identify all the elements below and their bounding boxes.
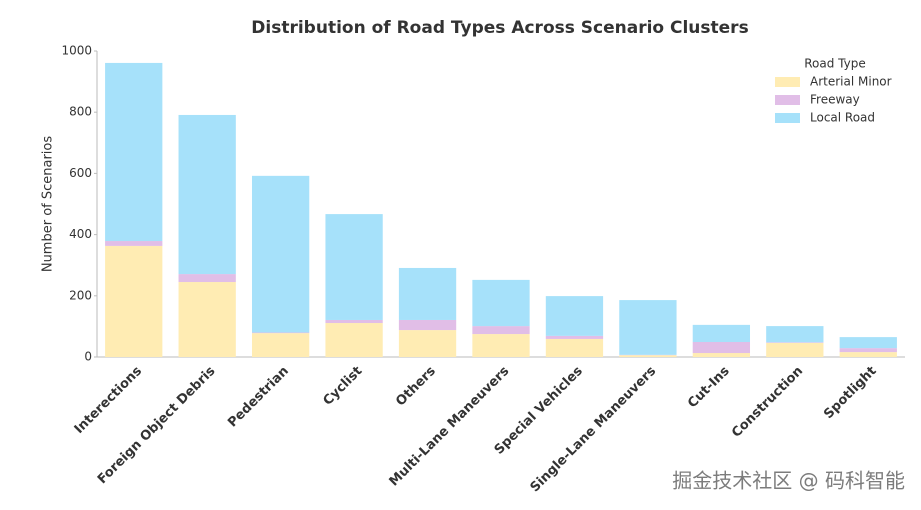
chart-title: Distribution of Road Types Across Scenar… — [251, 18, 748, 38]
bar-segment — [105, 245, 163, 357]
bar-segment — [545, 338, 604, 357]
bar-segment — [398, 319, 457, 331]
bar-segment — [692, 342, 751, 354]
x-tick-label: Multi-Lane Maneuvers — [387, 364, 513, 490]
x-tick-label: Cut-Ins — [685, 364, 733, 412]
bar-segment — [545, 296, 604, 336]
bar-segment — [839, 352, 897, 357]
bar-segment — [398, 330, 457, 357]
bar-segment — [619, 300, 677, 355]
bar-segment — [472, 334, 530, 357]
y-tick-label: 200 — [69, 288, 92, 302]
bar-segment — [325, 214, 383, 320]
legend-swatch — [775, 95, 800, 105]
bar-segment — [251, 332, 310, 334]
bar-segment — [398, 267, 457, 320]
bar-segment — [472, 279, 530, 327]
bar-segment — [545, 335, 604, 339]
bar-segment — [766, 342, 824, 343]
bar-segment — [105, 241, 163, 246]
legend-label: Arterial Minor — [810, 75, 892, 89]
y-tick-label: 400 — [69, 227, 92, 241]
x-tick-label: Interections — [72, 364, 145, 437]
bar-segment — [325, 319, 383, 324]
bar-segment — [178, 282, 236, 357]
bar-segment — [105, 62, 163, 242]
legend-title: Road Type — [804, 57, 866, 71]
watermark: 掘金技术社区 @ 码科智能 — [672, 469, 905, 493]
legend-label: Freeway — [810, 93, 860, 107]
y-tick-label: 1000 — [61, 44, 92, 58]
bar-segment — [692, 353, 751, 357]
y-tick-label: 800 — [69, 105, 92, 119]
x-tick-label: Others — [393, 364, 439, 410]
bar-segment — [692, 324, 751, 343]
bar-segment — [178, 274, 236, 283]
x-tick-label: Single-Lane Maneuvers — [528, 364, 660, 496]
y-tick-label: 0 — [84, 350, 92, 364]
bar-segment — [472, 326, 530, 335]
bar-segment — [325, 323, 383, 357]
bar-segment — [251, 175, 310, 333]
bar-segment — [178, 114, 236, 275]
legend-swatch — [775, 113, 800, 123]
x-tick-label: Cyclist — [320, 364, 365, 409]
x-tick-label: Foreign Object Debris — [95, 364, 219, 488]
bar-segment — [619, 355, 677, 357]
bar-segment — [839, 337, 897, 349]
x-tick-label: Pedestrian — [225, 364, 292, 431]
bar-segment — [839, 348, 897, 353]
bar-segment — [766, 326, 824, 343]
bar-segment — [251, 333, 310, 357]
legend-swatch — [775, 77, 800, 87]
x-tick-label: Construction — [729, 364, 806, 441]
y-axis-label: Number of Scenarios — [41, 136, 56, 273]
bar-segment — [766, 342, 824, 357]
legend-label: Local Road — [810, 111, 875, 125]
x-tick-label: Spotlight — [821, 364, 879, 422]
y-tick-label: 600 — [69, 166, 92, 180]
